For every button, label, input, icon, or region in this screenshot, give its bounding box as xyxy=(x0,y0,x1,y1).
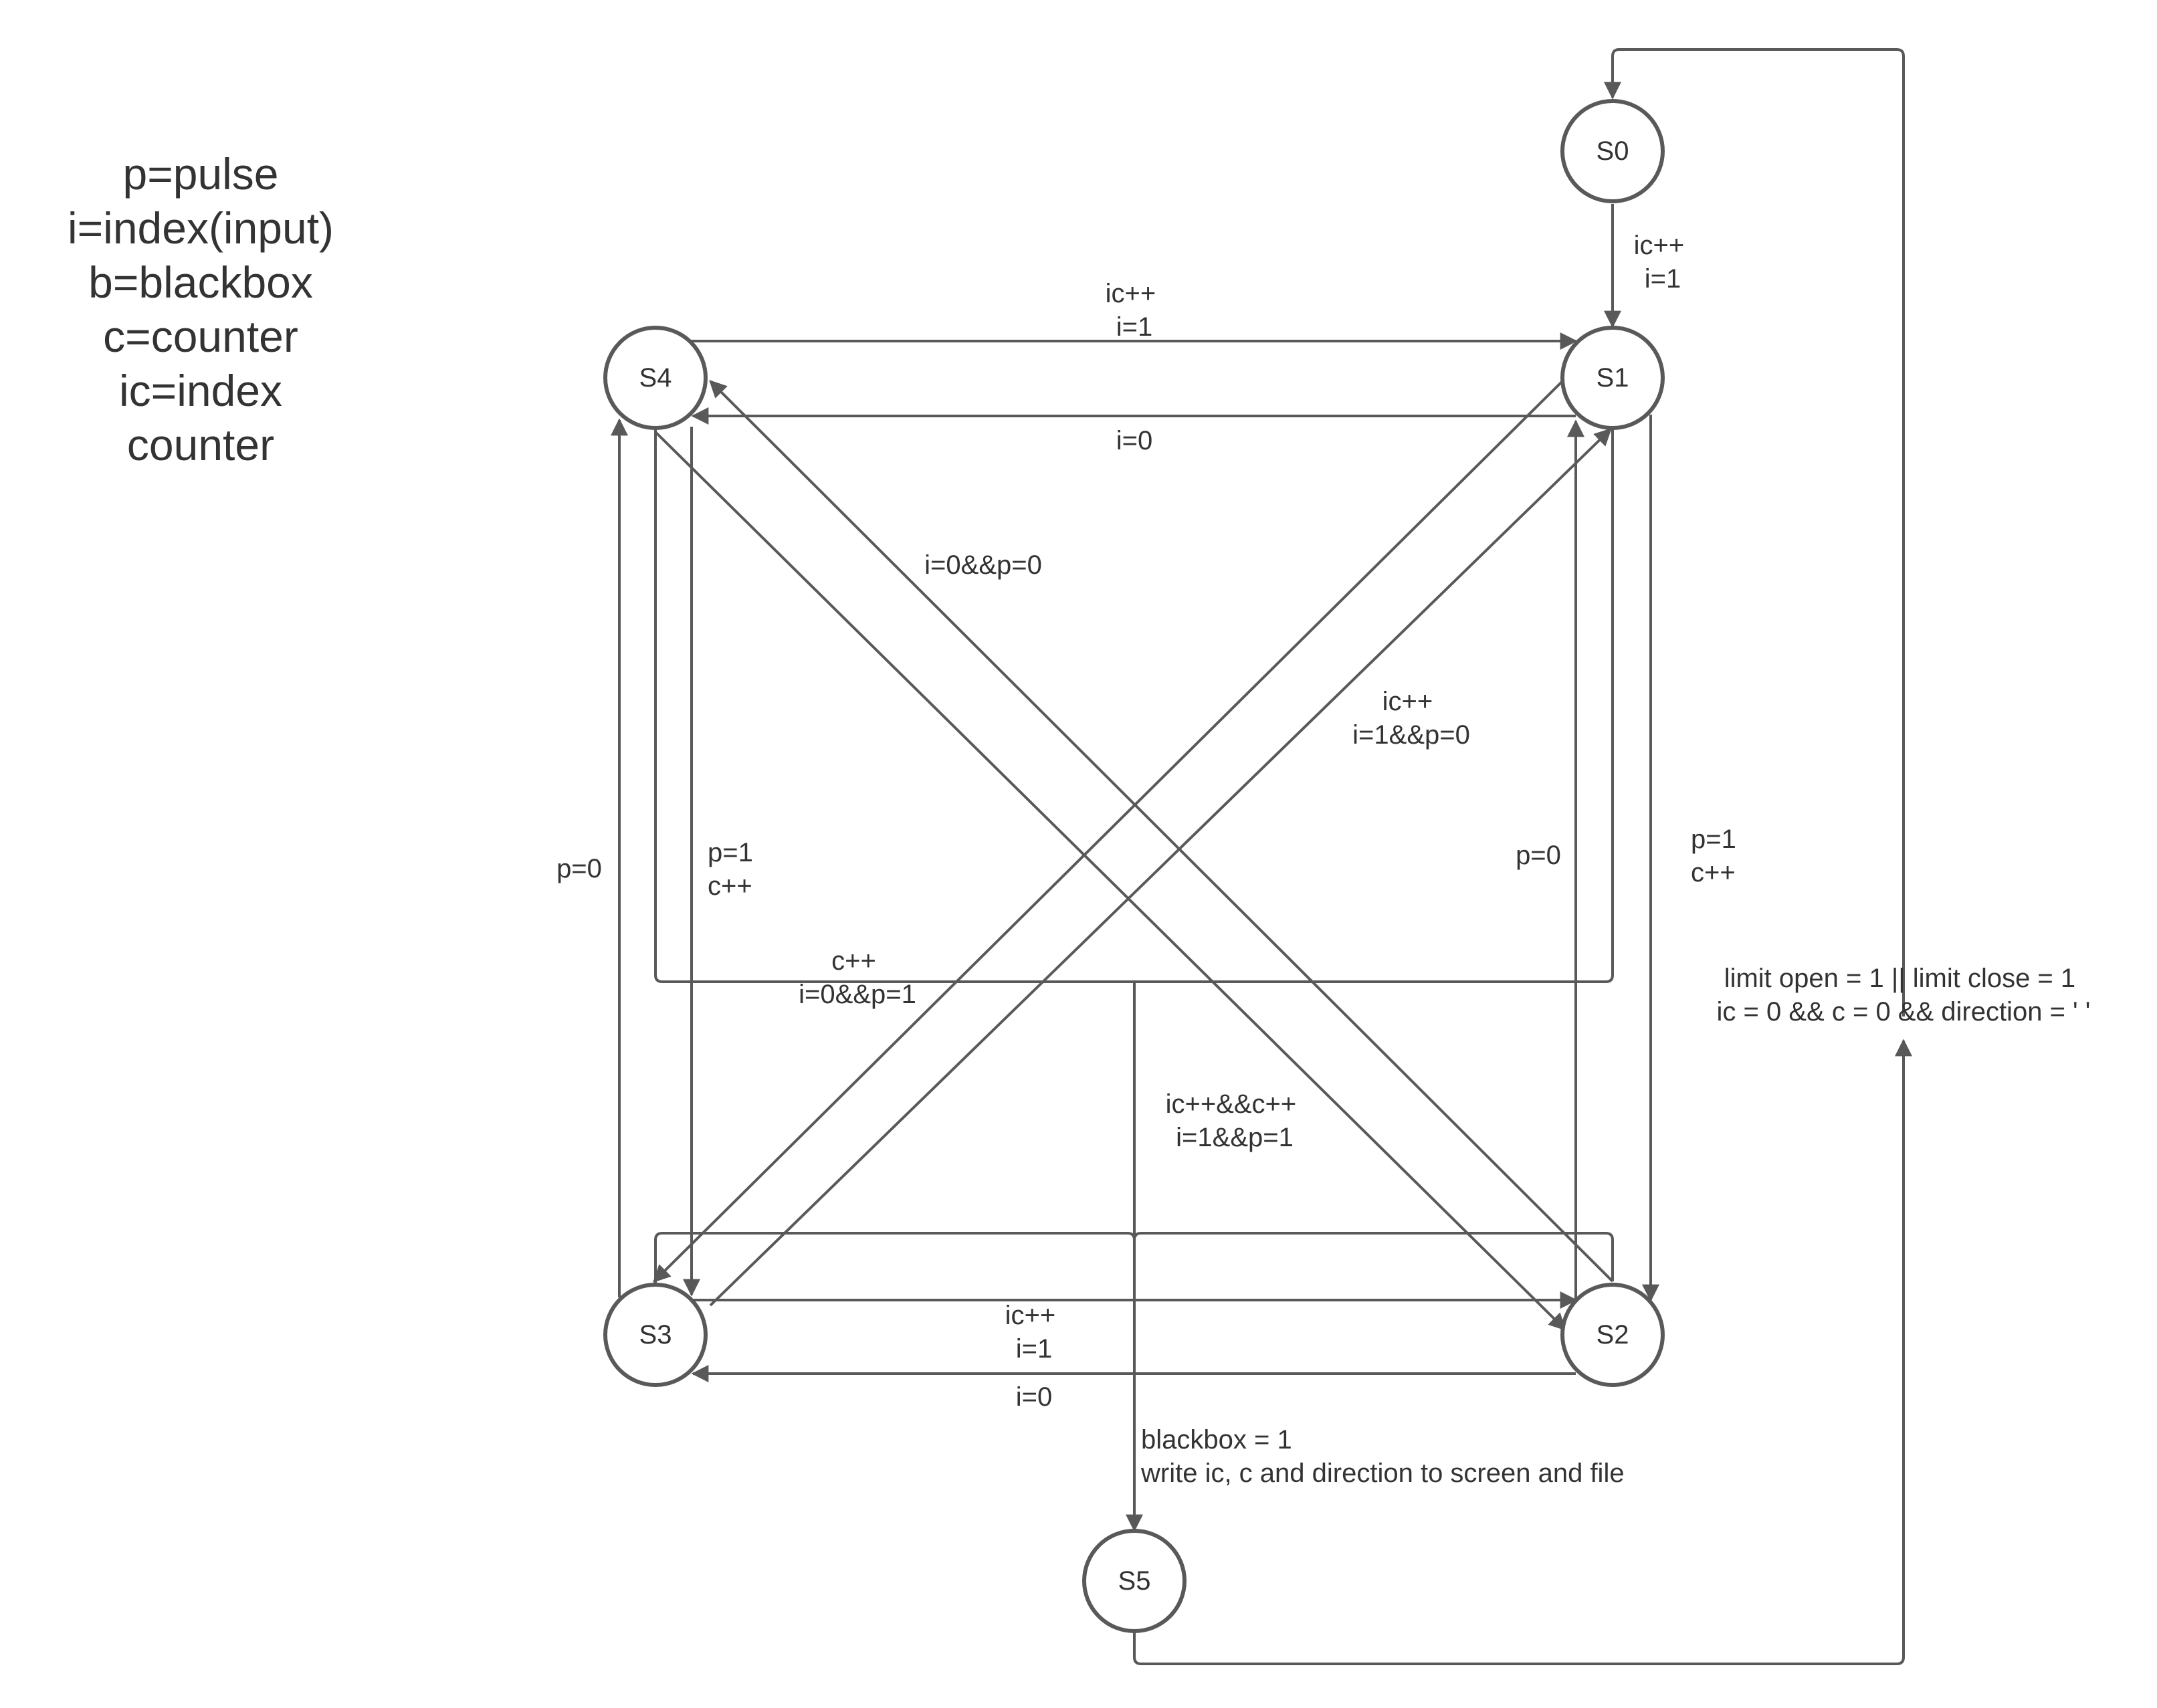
state-s0-label: S0 xyxy=(1597,136,1629,166)
edge-s5-s0-upper xyxy=(1604,48,1905,1017)
edges xyxy=(611,48,1912,1665)
label-top-to-s5: c++ i=0&&p=1 xyxy=(799,946,916,1009)
states: S0 S1 S4 S3 S2 S5 xyxy=(603,99,1665,1633)
edge-s2-s4 xyxy=(709,380,1614,1283)
edge-lower-connector-left xyxy=(654,1232,1136,1289)
edge-s3-s1 xyxy=(709,428,1612,1307)
edge-s5-s0-loop xyxy=(1133,1041,1905,1665)
label-s2-s3: i=0 xyxy=(1016,1382,1053,1412)
edge-upper-connector xyxy=(654,428,1614,983)
state-s5-label: S5 xyxy=(1118,1566,1151,1596)
state-s3[interactable]: S3 xyxy=(603,1283,708,1387)
label-s4-s3: p=1 c++ xyxy=(708,838,760,901)
legend-item: b=blackbox xyxy=(88,257,313,307)
label-s4-s2: ic++&&c++ i=1&&p=1 xyxy=(1166,1089,1304,1152)
legend-item: counter xyxy=(126,420,275,469)
legend-item: i=index(input) xyxy=(67,203,334,253)
label-s3-s1: ic++ i=1&&p=0 xyxy=(1352,687,1470,750)
state-s1[interactable]: S1 xyxy=(1560,326,1665,430)
legend-item: p=pulse xyxy=(122,149,279,199)
label-s3-s4: p=0 xyxy=(556,854,602,883)
state-s4-label: S4 xyxy=(639,363,672,393)
edge-lower-connector-right xyxy=(1133,1232,1614,1281)
label-s3-s2: ic++ i=1 xyxy=(1005,1301,1063,1364)
state-s2-label: S2 xyxy=(1597,1320,1629,1350)
label-s4-s1: ic++ i=1 xyxy=(1106,279,1164,342)
label-s5-s0: limit open = 1 || limit close = 1 ic = 0… xyxy=(1717,964,2091,1027)
edge-s4-s2 xyxy=(654,431,1566,1331)
edge-labels: ic++ i=1 ic++ i=1 i=0 i=0&&p=0 ic++ i=1&… xyxy=(556,231,2090,1488)
state-s1-label: S1 xyxy=(1597,363,1629,393)
edge-s1-s3 xyxy=(653,380,1564,1283)
legend-item: ic=index xyxy=(119,366,282,415)
state-s0[interactable]: S0 xyxy=(1560,99,1665,203)
label-s1-s2: p=1 c++ xyxy=(1691,825,1744,887)
state-s2[interactable]: S2 xyxy=(1560,1283,1665,1387)
label-s0-s1: ic++ i=1 xyxy=(1634,231,1692,294)
state-s3-label: S3 xyxy=(639,1320,672,1350)
label-s1-s4: i=0 xyxy=(1116,426,1153,455)
state-s4[interactable]: S4 xyxy=(603,326,708,430)
label-s2-s1: p=0 xyxy=(1516,841,1561,870)
legend: p=pulse i=index(input) b=blackbox c=coun… xyxy=(27,147,375,472)
label-s2-s4: i=0&&p=0 xyxy=(924,550,1042,580)
state-s5[interactable]: S5 xyxy=(1082,1529,1187,1633)
legend-item: c=counter xyxy=(103,312,298,361)
label-to-s5: blackbox = 1 write ic, c and direction t… xyxy=(1140,1425,1625,1488)
